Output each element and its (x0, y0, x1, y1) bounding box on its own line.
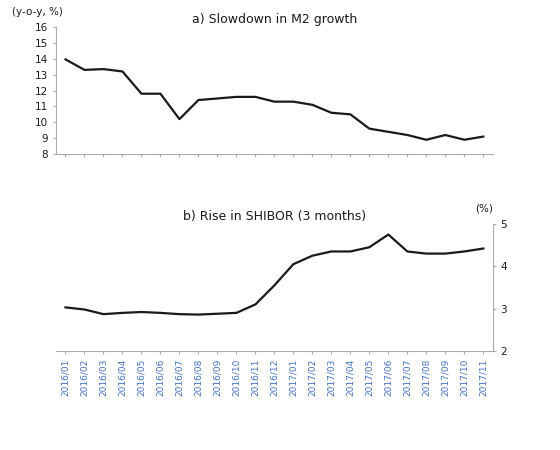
Title: a) Slowdown in M2 growth: a) Slowdown in M2 growth (192, 13, 357, 26)
Text: (y-o-y, %): (y-o-y, %) (12, 7, 63, 17)
Text: (%): (%) (475, 204, 493, 214)
Title: b) Rise in SHIBOR (3 months): b) Rise in SHIBOR (3 months) (183, 210, 366, 223)
